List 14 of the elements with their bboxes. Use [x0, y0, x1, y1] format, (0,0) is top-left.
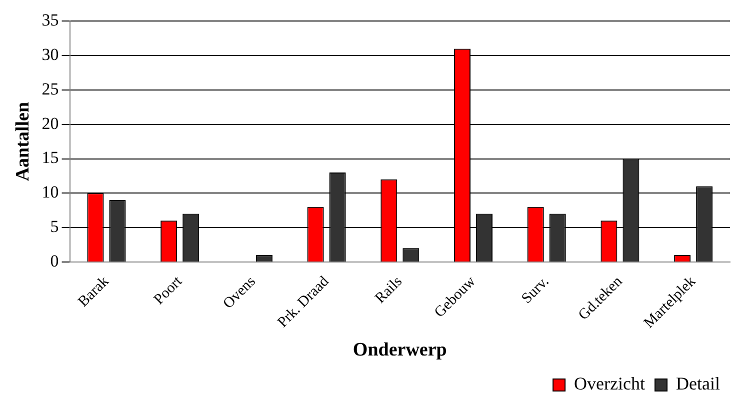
x-axis-title: Onderwerp: [352, 340, 447, 361]
y-tick-label: 5: [50, 217, 59, 236]
y-tick-label: 15: [42, 148, 59, 168]
y-tick-label: 20: [42, 114, 59, 133]
y-axis-title: Aantallen: [12, 102, 34, 182]
legend-label: Overzicht: [574, 374, 646, 394]
y-tick-label: 35: [42, 10, 59, 30]
y-tick-label: 10: [42, 182, 59, 202]
x-tick-label: Surv.: [518, 274, 552, 307]
x-tick-label: Rails: [372, 273, 406, 307]
y-tick-label: 25: [42, 79, 59, 98]
legend-label: Detail: [676, 374, 720, 394]
y-tick-label: 30: [42, 45, 59, 64]
y-tick-label: 0: [50, 251, 59, 270]
